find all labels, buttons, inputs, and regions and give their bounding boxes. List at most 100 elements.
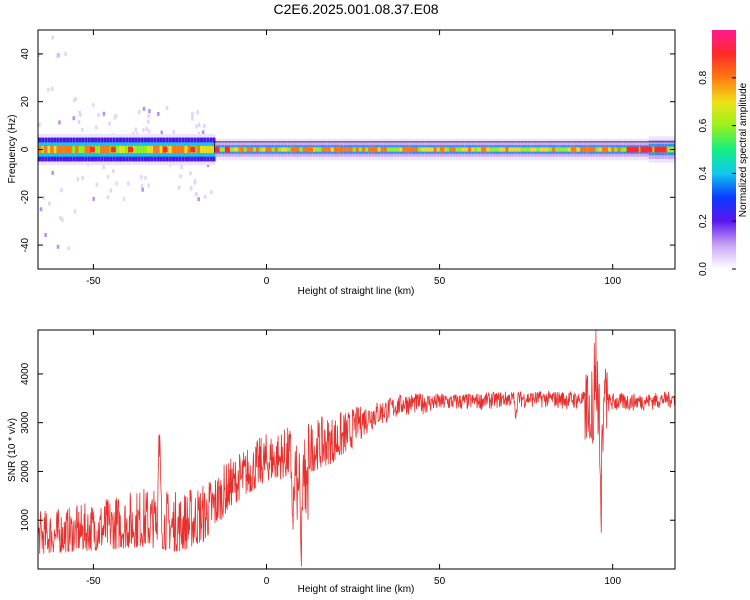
spectrogram-hotspot [602, 146, 608, 153]
spectrogram-center [78, 145, 82, 154]
spectrogram-speck [160, 130, 164, 135]
spectrogram-center [489, 147, 493, 152]
spectrogram-speck [196, 110, 199, 115]
spectrogram-center [72, 145, 76, 154]
spectrogram-center [268, 147, 272, 152]
spectrogram-hotspot [190, 146, 196, 153]
spectrogram-center [212, 145, 216, 154]
spectrogram-center [617, 147, 621, 152]
spectrogram-center [430, 147, 434, 152]
spectrogram-center [203, 145, 207, 154]
spectrogram-hotspot [626, 146, 639, 153]
spectrogram-speck [109, 188, 113, 193]
spectrogram-speck [72, 116, 76, 121]
spectrogram-center [178, 145, 182, 154]
y-tick-label: 4000 [20, 362, 31, 385]
colorbar-tick-label: 0.6 [698, 118, 709, 132]
spectrogram-center [200, 145, 204, 154]
spectrogram-center [524, 147, 528, 152]
spectrogram-center [399, 147, 403, 152]
spectrogram-center [143, 145, 147, 154]
spectrogram-center [511, 147, 515, 152]
spectrogram-speck [197, 122, 201, 127]
spectrogram-center [433, 147, 437, 152]
spectrogram-center [558, 147, 562, 152]
spectrogram-center [327, 147, 331, 152]
spectrogram-center [620, 147, 624, 152]
spectrogram-speck [137, 110, 141, 115]
spectrogram-center [47, 145, 51, 154]
spectrogram-center [171, 145, 175, 154]
spectrogram-hotspot [128, 146, 134, 153]
spectrogram-center [545, 147, 549, 152]
spectrogram-speck [157, 111, 160, 116]
y-tick-label: 40 [20, 48, 31, 60]
spectrogram-hotspot [584, 146, 590, 153]
x-tick-label: 50 [434, 576, 446, 587]
spectrogram-speck [141, 187, 144, 192]
spectrogram-speck [144, 175, 147, 180]
spectrogram-center [474, 147, 478, 152]
snr-axes: -50 0 50 100 1000 2000 3000 4000 [20, 330, 675, 587]
spectrogram-speck [134, 127, 137, 132]
figure-title: C2E6.2025.001.08.37.E08 [273, 1, 438, 17]
x-tick-label: 0 [264, 576, 270, 587]
spectrogram-speck [56, 54, 59, 59]
spectrogram-center [315, 147, 319, 152]
y-tick-label: 1000 [20, 509, 31, 532]
spectrogram-speck [106, 174, 110, 179]
spectrogram-speck [147, 183, 150, 188]
spectrogram-center [577, 147, 581, 152]
spectrogram-center [340, 147, 344, 152]
spectrogram-center [436, 147, 440, 152]
spectrogram-center [103, 145, 107, 154]
spectrogram-center [94, 145, 98, 154]
spectrogram-center [287, 147, 291, 152]
spectrogram-speck [42, 195, 46, 200]
colorbar-tick-label: 0.0 [698, 262, 709, 276]
spectrogram-center [614, 147, 618, 152]
spectrogram-center [530, 147, 534, 152]
spectrogram-center [595, 147, 599, 152]
spectrogram-hotspot [89, 146, 95, 153]
spectrogram-speck [73, 98, 76, 103]
spectrogram-center [302, 147, 306, 152]
spectrogram-center [153, 145, 157, 154]
spectrogram-speck [48, 201, 51, 206]
spectrogram-speck [127, 181, 130, 186]
spectrogram-center [156, 145, 160, 154]
spectrogram-speck [203, 124, 206, 129]
spectrogram-speck [189, 171, 192, 176]
spectrogram-center [312, 147, 316, 152]
spectrogram-center [527, 147, 531, 152]
spectrogram-speck [122, 197, 126, 202]
spectrogram-center [56, 145, 60, 154]
spectrogram-speck [177, 185, 181, 190]
spectrogram-speck [39, 207, 43, 212]
y-tick-label: 3000 [20, 411, 31, 434]
spectrogram-speck [201, 130, 205, 135]
spectrogram-center [592, 147, 596, 152]
spectrogram-center [137, 145, 141, 154]
spectrogram-hotspot [439, 146, 445, 153]
spectrogram-center [611, 147, 615, 152]
spectrogram-speck [79, 112, 82, 117]
spectrogram-speck [140, 184, 144, 189]
spectrogram-center [467, 147, 471, 152]
spectrogram-speck [191, 112, 194, 117]
spectrogram-speck [91, 103, 95, 108]
spectrogram-center [44, 145, 48, 154]
spectrogram-center [455, 147, 459, 152]
spectrogram-speck [131, 131, 135, 136]
spectrogram-hotspot [481, 146, 487, 153]
spectrogram-speck [56, 244, 60, 249]
spectrogram-hotspot [110, 146, 116, 153]
spectrogram-center [536, 147, 540, 152]
colorbar-label: Normalized spectral amplitude [738, 82, 749, 217]
spectrogram-center [134, 145, 138, 154]
spectrogram-center [181, 145, 185, 154]
spectrogram-center [539, 147, 543, 152]
spectrogram-center [122, 145, 126, 154]
spectrogram-center [175, 145, 179, 154]
snr-panel: -50 0 50 100 1000 2000 3000 4000 Height of stra… [7, 329, 676, 595]
